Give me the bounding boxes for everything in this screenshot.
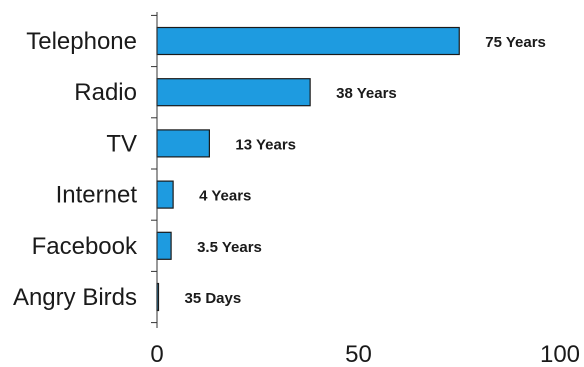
bar-internet — [156, 180, 174, 209]
bar-radio — [156, 78, 311, 107]
bars — [156, 26, 460, 312]
x-tick-label: 100 — [540, 341, 580, 367]
category-label: Internet — [56, 182, 138, 209]
data-label: 35 Days — [185, 290, 242, 307]
labels: Telephone 75 Years Radio 38 Years TV 13 Years… — [13, 28, 546, 311]
bar-telephone — [156, 26, 460, 56]
x-tick-label: 50 — [345, 341, 372, 367]
x-tick-label: 0 — [150, 341, 163, 367]
data-label: 75 Years — [485, 34, 546, 51]
axes: 0 50 100 — [150, 12, 580, 367]
data-label: 3.5 Years — [197, 239, 262, 256]
bar-tv — [156, 129, 210, 158]
category-label: Telephone — [26, 28, 137, 55]
category-label: TV — [106, 130, 137, 157]
data-label: 4 Years — [199, 188, 251, 205]
category-label: Angry Birds — [13, 284, 137, 311]
data-label: 38 Years — [336, 85, 397, 102]
category-label: Radio — [74, 79, 137, 106]
bar-facebook — [156, 231, 172, 260]
data-label: 13 Years — [235, 136, 296, 153]
category-label: Facebook — [32, 233, 138, 260]
